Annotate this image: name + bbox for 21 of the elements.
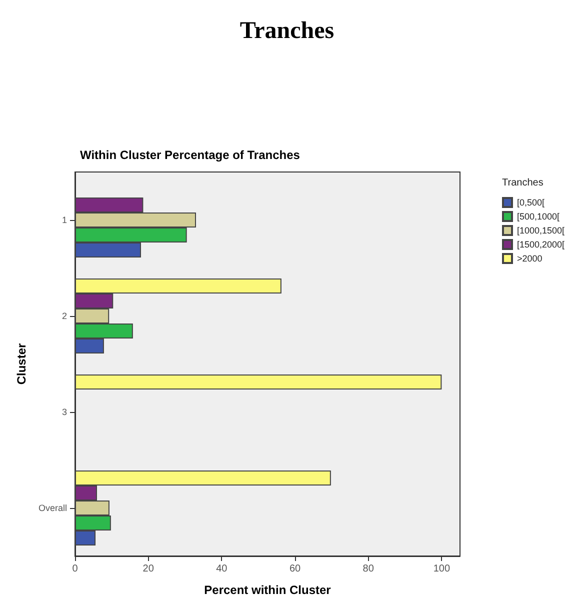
chart-title: Tranches (240, 18, 334, 44)
legend-label: [1000,1500[ (517, 226, 566, 236)
legend-label: [1500,2000[ (517, 240, 566, 250)
chart-subtitle: Within Cluster Percentage of Tranches (80, 148, 300, 162)
y-tick-label: Overall (38, 503, 67, 513)
x-tick-label: 100 (433, 564, 450, 574)
x-tick-label: 20 (142, 564, 154, 574)
y-tick-label: 2 (62, 311, 67, 321)
x-tick-label: 0 (72, 564, 78, 574)
x-tick-label: 40 (216, 564, 228, 574)
legend-label: >2000 (517, 254, 542, 264)
x-tick-label: 60 (289, 564, 301, 574)
y-tick-label: 1 (62, 215, 67, 225)
y-axis-title: Cluster (14, 343, 29, 385)
legend-title: Tranches (502, 178, 544, 188)
legend-label: [0,500[ (517, 198, 546, 208)
x-tick-label: 80 (362, 564, 374, 574)
legend-label: [500,1000[ (517, 212, 560, 222)
x-axis-title: Percent within Cluster (204, 583, 332, 597)
y-tick-label: 3 (62, 407, 67, 417)
bar (75, 374, 442, 390)
